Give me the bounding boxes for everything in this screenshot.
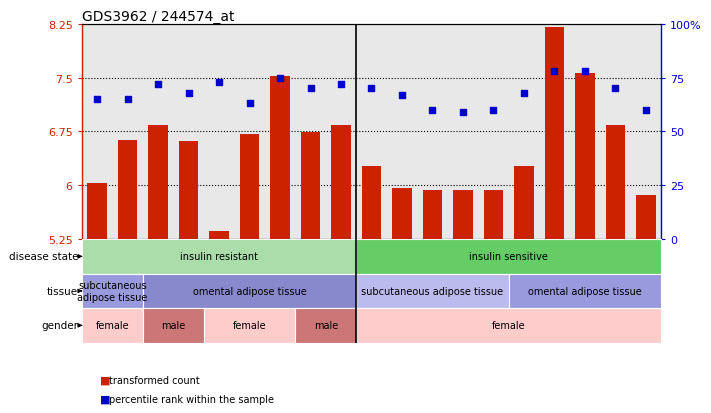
Point <box>579 69 591 75</box>
Bar <box>240 134 260 240</box>
Bar <box>514 166 534 240</box>
Point <box>641 107 652 114</box>
Point <box>610 86 621 93</box>
Text: tissue: tissue <box>47 286 78 296</box>
Bar <box>606 126 626 240</box>
Text: disease state: disease state <box>9 252 78 262</box>
Text: transformed count: transformed count <box>109 375 200 385</box>
Point <box>457 109 469 116</box>
Text: male: male <box>314 320 338 330</box>
Text: insulin sensitive: insulin sensitive <box>469 252 548 262</box>
Point <box>305 86 316 93</box>
Point <box>122 97 133 103</box>
Text: omental adipose tissue: omental adipose tissue <box>528 286 642 296</box>
Bar <box>362 166 381 240</box>
Bar <box>178 142 198 240</box>
Text: female: female <box>232 320 267 330</box>
Text: ■: ■ <box>100 375 110 385</box>
Text: GDS3962 / 244574_at: GDS3962 / 244574_at <box>82 10 234 24</box>
Text: insulin resistant: insulin resistant <box>180 252 258 262</box>
Point <box>427 107 438 114</box>
Bar <box>483 191 503 240</box>
Bar <box>545 28 565 240</box>
Bar <box>209 232 229 240</box>
Bar <box>356 240 661 274</box>
Point <box>91 97 102 103</box>
Bar <box>453 191 473 240</box>
Bar <box>392 189 412 240</box>
Bar <box>204 309 295 343</box>
Bar <box>575 74 595 240</box>
Text: ■: ■ <box>100 394 110 404</box>
Bar <box>82 274 143 309</box>
Point <box>488 107 499 114</box>
Bar <box>356 309 661 343</box>
Bar <box>295 309 356 343</box>
Point <box>365 86 377 93</box>
Point <box>213 79 225 86</box>
Point <box>244 101 255 107</box>
Bar <box>82 240 356 274</box>
Bar <box>270 77 290 240</box>
Point <box>152 82 164 88</box>
Point <box>396 93 407 99</box>
Text: omental adipose tissue: omental adipose tissue <box>193 286 306 296</box>
Point <box>274 75 286 82</box>
Bar <box>356 274 509 309</box>
Text: subcutaneous
adipose tissue: subcutaneous adipose tissue <box>77 280 147 302</box>
Bar <box>148 126 168 240</box>
Text: subcutaneous adipose tissue: subcutaneous adipose tissue <box>361 286 503 296</box>
Bar <box>143 309 204 343</box>
Bar <box>301 133 321 240</box>
Bar <box>331 126 351 240</box>
Bar <box>636 196 656 240</box>
Text: gender: gender <box>41 320 78 330</box>
Text: percentile rank within the sample: percentile rank within the sample <box>109 394 274 404</box>
Bar <box>143 274 356 309</box>
Bar <box>117 141 137 240</box>
Point <box>183 90 194 97</box>
Point <box>549 69 560 75</box>
Bar <box>82 309 143 343</box>
Point <box>518 90 530 97</box>
Text: female: female <box>492 320 525 330</box>
Point <box>336 82 347 88</box>
Bar <box>509 274 661 309</box>
Text: female: female <box>95 320 129 330</box>
Bar <box>87 184 107 240</box>
Bar <box>422 191 442 240</box>
Text: male: male <box>161 320 186 330</box>
